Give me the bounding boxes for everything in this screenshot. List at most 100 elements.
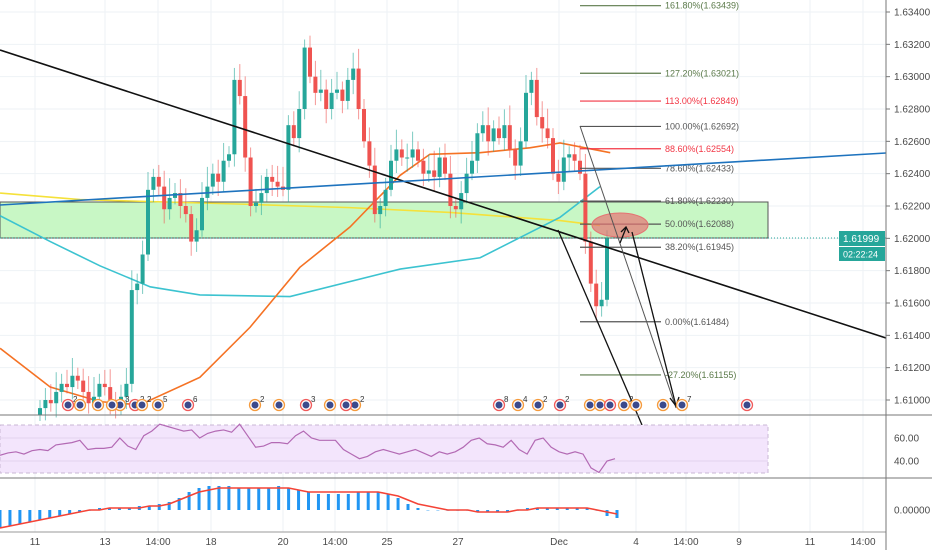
event-count: 2 xyxy=(360,395,365,404)
candle-body xyxy=(102,383,107,388)
candle xyxy=(545,108,550,149)
economic-events[interactable]: 232256232842227 xyxy=(61,395,754,412)
candle-body xyxy=(70,375,75,388)
macd-histogram-bar xyxy=(307,492,310,510)
rsi-pane[interactable]: 60.00 40.00 xyxy=(0,423,919,474)
event-marker: 5 xyxy=(151,395,168,412)
candle xyxy=(410,131,415,168)
candle-body xyxy=(486,125,491,142)
time-tick-label: 11 xyxy=(30,537,41,548)
candle-body xyxy=(308,47,312,77)
candle-body xyxy=(248,157,253,207)
macd-histogram-bar xyxy=(506,510,510,512)
candle xyxy=(518,127,523,176)
candle-body xyxy=(75,375,80,381)
macd-histogram-bar xyxy=(297,490,301,510)
flag-icon xyxy=(108,401,116,409)
candle xyxy=(399,139,404,166)
up-arrow[interactable] xyxy=(619,227,627,244)
event-marker: 2 xyxy=(61,395,78,412)
trendline-blue[interactable] xyxy=(0,152,887,206)
candle-body xyxy=(189,214,194,242)
rsi-tick-label: 40.00 xyxy=(894,457,919,468)
macd-histogram-bar xyxy=(98,508,102,510)
candle xyxy=(383,177,388,217)
candle-body xyxy=(291,125,296,139)
trendline-down[interactable] xyxy=(0,49,887,339)
candle-body xyxy=(167,197,172,210)
price-axis[interactable]: 1.63400 1.63200 1.63000 1.62800 1.62600 1.624… xyxy=(886,8,931,407)
projection-arrow[interactable] xyxy=(631,231,677,407)
macd-histogram-bar xyxy=(316,494,320,510)
candle-body xyxy=(529,79,534,93)
flag-icon xyxy=(184,401,192,409)
candle xyxy=(281,166,285,197)
candle-body xyxy=(313,76,318,93)
candle-body xyxy=(318,89,323,93)
candle xyxy=(426,154,431,183)
candle xyxy=(459,181,464,224)
candle-body xyxy=(92,396,96,404)
macd-histogram-bar xyxy=(0,510,2,528)
macd-histogram-bar xyxy=(585,508,589,510)
macd-histogram-bar xyxy=(545,508,549,510)
candle xyxy=(65,369,69,394)
candle xyxy=(86,376,91,414)
projection-line-1[interactable] xyxy=(557,229,643,426)
candle-body xyxy=(156,176,161,187)
event-count: 2 xyxy=(260,395,265,404)
candle-body xyxy=(59,383,64,392)
candle-body xyxy=(394,149,399,161)
fibonacci-retracement[interactable]: 161.80%(1.63439) 127.20%(1.63021) 113.00%(… xyxy=(580,1,739,380)
candle xyxy=(54,372,59,418)
candle-body xyxy=(513,149,518,166)
candle xyxy=(534,67,539,126)
macd-histogram-bar xyxy=(227,486,231,510)
event-marker: 2 xyxy=(348,395,365,412)
candle xyxy=(129,270,134,393)
candle-body xyxy=(475,133,480,161)
macd-histogram-bar xyxy=(207,486,211,510)
candle xyxy=(135,273,140,305)
macd-pane[interactable]: 0.00000 xyxy=(0,486,931,529)
event-count: 7 xyxy=(687,395,692,404)
macd-histogram-bar xyxy=(117,508,121,510)
macd-histogram-bar xyxy=(217,486,221,510)
candle xyxy=(248,147,253,217)
flag-icon xyxy=(302,401,310,409)
time-axis[interactable]: 11 13 14:00 18 20 14:00 25 27 Dec 4 14:00 9 11 14:00 xyxy=(30,537,876,548)
event-count: 2 xyxy=(565,395,570,404)
candle-body xyxy=(210,173,215,187)
candle-body xyxy=(410,149,415,158)
current-price-label: 1.61999 xyxy=(843,234,880,245)
candle-body xyxy=(421,160,426,174)
flag-icon xyxy=(586,401,594,409)
candle xyxy=(102,369,107,396)
macd-histogram-bar xyxy=(535,508,539,510)
flag-icon xyxy=(678,401,686,409)
candle xyxy=(156,164,161,196)
candle xyxy=(540,101,545,143)
countdown-label: 02:22:24 xyxy=(843,250,878,260)
projection-line-2[interactable] xyxy=(579,125,677,409)
candle-body xyxy=(464,173,469,194)
candle xyxy=(416,141,420,168)
macd-histogram-bar xyxy=(157,504,161,510)
target-ellipse[interactable] xyxy=(591,212,649,238)
support-zone[interactable] xyxy=(0,201,769,239)
candle xyxy=(356,48,361,120)
macd-histogram-bar xyxy=(127,508,131,510)
candle xyxy=(70,357,75,400)
candle-body xyxy=(356,68,361,110)
candle-body xyxy=(551,138,555,174)
candle-body xyxy=(243,96,248,158)
event-marker: 4 xyxy=(511,395,528,412)
candle xyxy=(464,157,469,204)
candle-body xyxy=(437,157,442,177)
candle xyxy=(259,175,264,216)
candle xyxy=(140,240,145,294)
candle xyxy=(551,128,555,181)
price-tick-label: 1.61000 xyxy=(894,396,931,407)
time-tick-label: 11 xyxy=(805,537,816,548)
